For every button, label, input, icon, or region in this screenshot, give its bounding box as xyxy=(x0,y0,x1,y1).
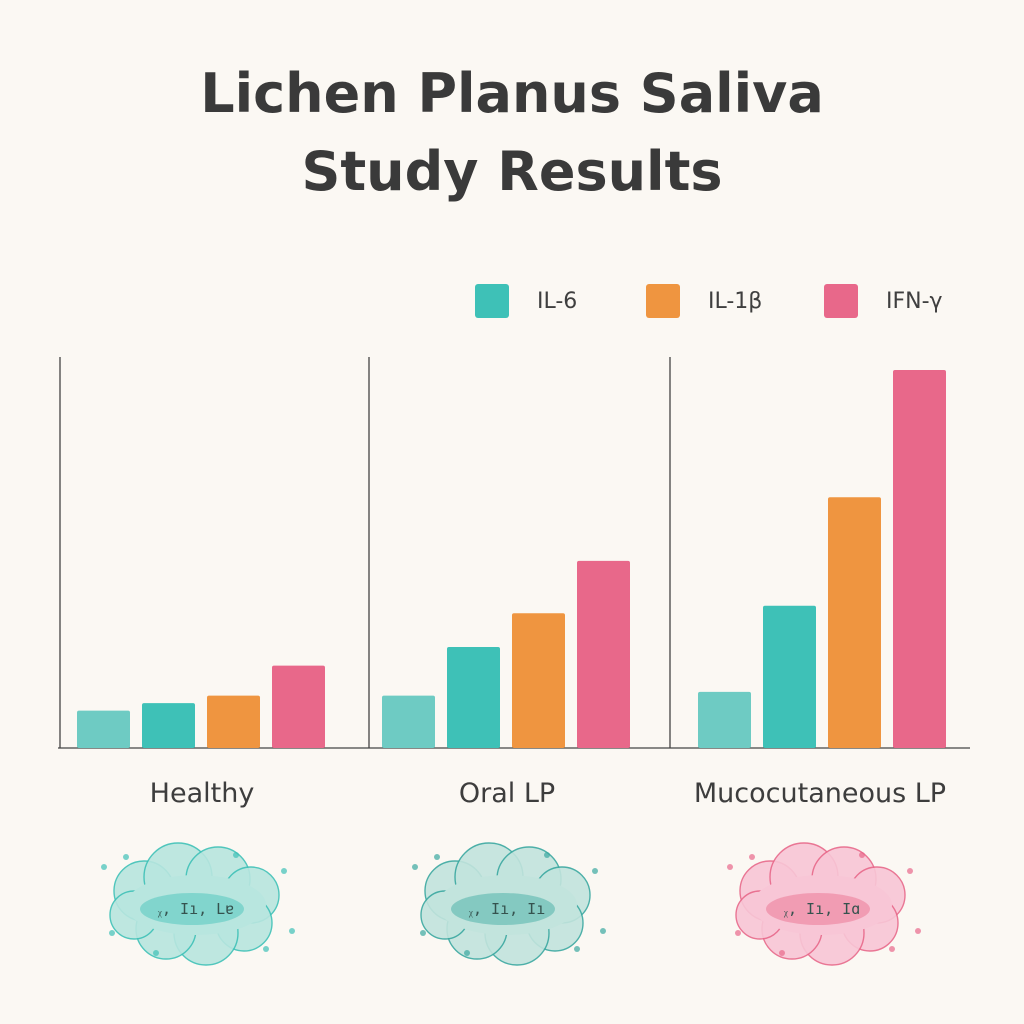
bar-il6-mucocutaneous-lp xyxy=(763,605,816,748)
legend-swatch-il1b xyxy=(646,284,680,318)
bar-baseline-oral-lp xyxy=(382,695,435,748)
legend-swatch-ifng xyxy=(824,284,858,318)
legend-item-il6: IL-6 xyxy=(475,278,577,324)
bar-il6-oral-lp xyxy=(447,646,500,748)
legend-item-il1b: IL-1β xyxy=(646,278,762,324)
chart-title-line-1: Lichen Planus Saliva xyxy=(200,62,824,125)
bar-il1-oral-lp xyxy=(512,613,565,748)
legend-label-il6: IL-6 xyxy=(537,288,578,314)
chart-title: Lichen Planus Saliva Study Results xyxy=(0,55,1024,211)
bar-baseline-healthy xyxy=(77,710,130,748)
bar-il1-healthy xyxy=(207,695,260,748)
legend-label-il1b: IL-1β xyxy=(708,288,763,314)
cloud-label-2: ᵪ, Iı, Iɑ xyxy=(784,900,860,918)
teal-saliva-cloud-icon: ᵪ, Iı, Iı xyxy=(412,842,606,966)
category-labels: Healthy Oral LP Mucocutaneous LP xyxy=(150,778,946,809)
bar-ifn-mucocutaneous-lp xyxy=(893,370,946,748)
bar-il1-mucocutaneous-lp xyxy=(828,497,881,748)
bar-ifn-healthy xyxy=(272,665,325,748)
teal-saliva-cloud-icon: ᵪ, Iı, Lɐ xyxy=(101,842,295,966)
legend: IL-6 IL-1β IFN-γ xyxy=(0,278,1024,324)
cloud-label-0: ᵪ, Iı, Lɐ xyxy=(158,900,234,918)
bar-il6-healthy xyxy=(142,703,195,748)
illustrations: ᵪ, Iı, Lɐ ᵪ, Iı, Iı ᵪ, Iı, Iɑ xyxy=(101,842,921,966)
category-label-mucocutaneous-lp: Mucocutaneous LP xyxy=(694,778,946,809)
category-label-healthy: Healthy xyxy=(150,778,255,809)
legend-label-ifng: IFN-γ xyxy=(886,288,943,314)
category-label-oral-lp: Oral LP xyxy=(459,778,555,809)
pink-saliva-cloud-icon: ᵪ, Iı, Iɑ xyxy=(727,842,921,966)
chart-title-line-2: Study Results xyxy=(301,140,723,203)
bar-baseline-mucocutaneous-lp xyxy=(698,691,751,748)
legend-item-ifng: IFN-γ xyxy=(824,278,943,324)
legend-swatch-il6 xyxy=(475,284,509,318)
chart-bars xyxy=(77,370,946,748)
bar-ifn-oral-lp xyxy=(577,560,630,748)
cloud-label-1: ᵪ, Iı, Iı xyxy=(469,900,545,918)
